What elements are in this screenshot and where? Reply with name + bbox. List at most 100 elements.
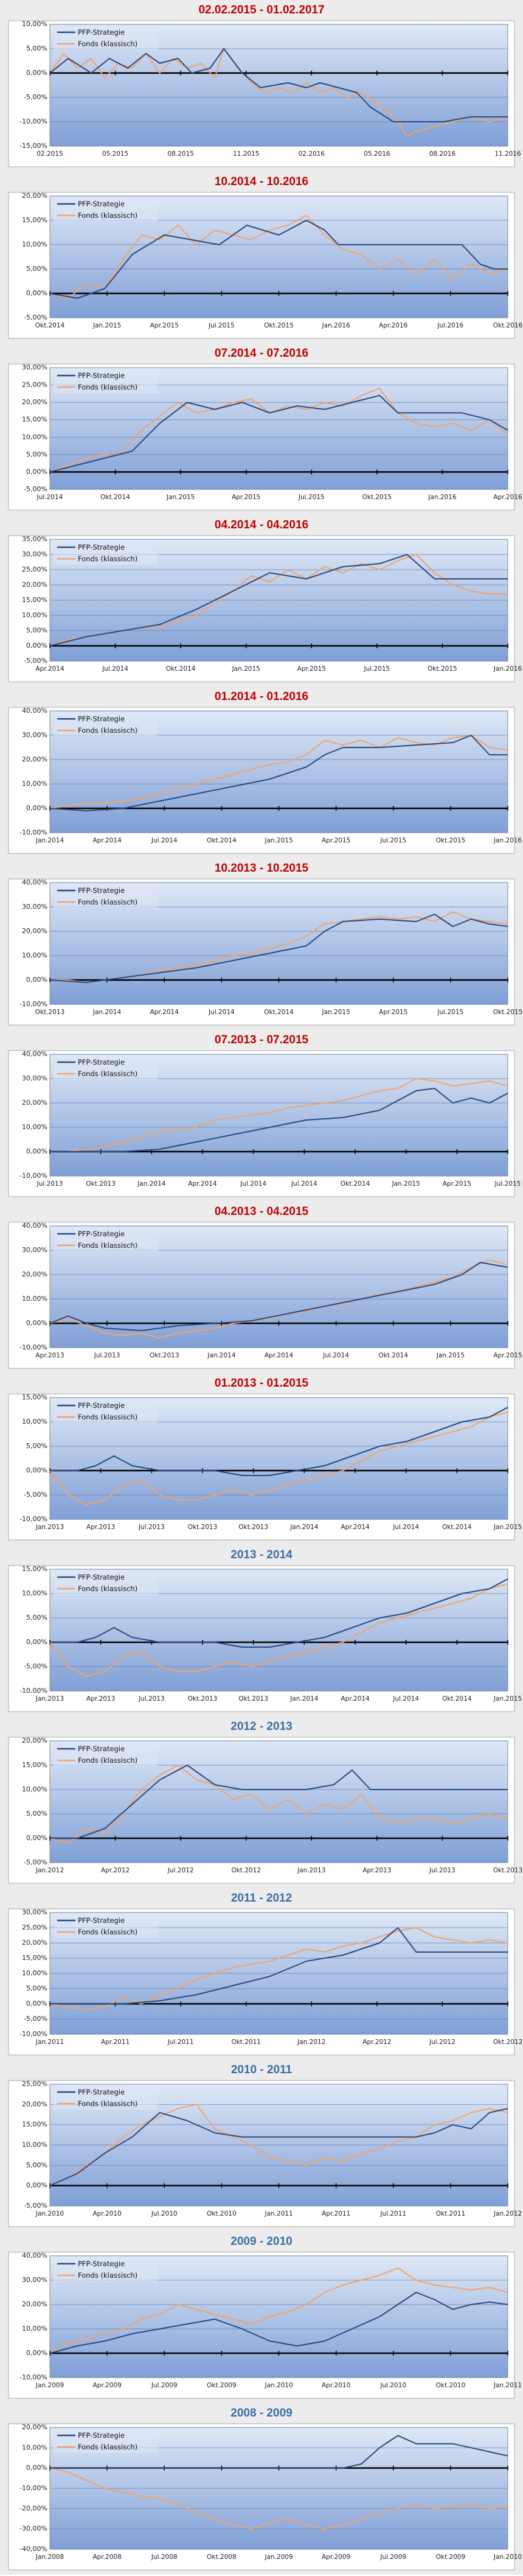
y-tick-label: 20,00% [22,927,47,935]
series-line-strategy [49,735,508,811]
y-tick-label: 35,00% [22,535,47,543]
x-tick-label: Jan.2011 [264,2210,293,2217]
x-tick-label: Okt.2015 [493,1009,523,1016]
y-tick-label: -5,00% [24,93,47,101]
y-tick-label: 0,00% [26,976,47,984]
legend: PFP-Strategie Fonds (klassisch) [54,2258,158,2281]
x-tick-label: Okt.2014 [264,1009,294,1016]
x-tick-label: Jul.2012 [429,2039,455,2046]
x-tick-label: Jul.2014 [208,1009,235,1016]
chart-title: 07.2014 - 07.2016 [214,347,309,360]
line-chart: 40,00%30,00%20,00%10,00%0,00%-10,00%Jul.… [8,1050,521,1197]
x-tick-label: Jul.2011 [379,2210,406,2217]
y-tick-label: 15,00% [22,216,47,224]
x-tick-label: Okt.2011 [436,2210,466,2217]
series-line-strategy [49,48,508,122]
chart-panel: 01.2013 - 01.2015 15,00% 10,00% 5,00% 0,00% -… [0,1373,523,1545]
x-tick-label: Jul.2016 [437,322,464,329]
series-line-fund [49,48,508,137]
y-tick-label: 20,00% [22,192,47,200]
y-tick-label: 10,00% [22,1969,47,1977]
chart-panel: 04.2014 - 04.2016 35,00% 30,00% 25,00% 20,00… [0,515,523,687]
chart-title: 2011 - 2012 [230,1892,293,1905]
x-tick-label: Jan.2009 [35,2382,64,2389]
y-tick-label: 5,00% [26,1442,47,1450]
chart-title: 2013 - 2014 [230,1549,293,1561]
chart-panel: 2013 - 2014 15,00% 10,00% 5,00% 0,00% -5,00% -… [0,1545,523,1717]
x-tick-label: Jan.2014 [92,1009,122,1016]
legend: PFP-Strategie Fonds (klassisch) [54,885,158,908]
y-tick-label: 0,00% [26,804,47,812]
x-tick-label: Apr.2015 [297,665,326,673]
y-tick-label: 10,00% [22,2443,47,2451]
x-tick-label: Apr.2015 [322,837,350,844]
legend: PFP-Strategie Fonds (klassisch) [54,1057,158,1080]
x-tick-label: Jan.2016 [493,837,522,844]
x-tick-label: Okt.2015 [264,322,294,329]
x-tick-label: Okt.2014 [166,665,196,673]
x-tick-label: Jan.2011 [493,2382,522,2389]
y-tick-label: 15,00% [22,2121,47,2129]
legend-label-strategy: PFP-Strategie [78,2259,125,2268]
x-tick-label: Apr.2013 [86,1524,115,1531]
x-tick-label: Jan.2011 [35,2039,64,2046]
line-chart: 40,00%30,00%20,00%10,00%0,00%-10,00%Jan.… [8,707,522,854]
x-tick-label: Apr.2008 [92,2553,121,2561]
y-tick-label: 10,00% [22,20,47,28]
x-tick-label: Jul.2015 [379,837,406,844]
chart-panel: 04.2013 - 04.2015 40,00% 30,00% 20,00% 10,00… [0,1202,523,1373]
y-tick-label: 30,00% [22,1908,47,1916]
y-tick-label: -5,00% [24,2202,47,2210]
legend-label-fund: Fonds (klassisch) [78,1241,137,1250]
legend-label-strategy: PFP-Strategie [78,715,125,723]
y-tick-label: 10,00% [22,1123,47,1131]
x-tick-label: Jul.2013 [94,1352,120,1359]
legend-label-strategy: PFP-Strategie [78,1401,125,1410]
y-tick-label: 0,00% [26,289,47,297]
y-tick-label: 30,00% [22,363,47,371]
series-line-fund [49,2104,508,2186]
x-tick-label: Jul.2014 [151,837,178,844]
x-tick-label: Okt.2015 [362,494,392,501]
x-tick-label: Jul.2011 [167,2039,194,2046]
y-tick-label: -10,00% [19,1000,47,1008]
x-tick-label: Okt.2013 [238,1695,268,1703]
legend: PFP-Strategie Fonds (klassisch) [54,198,158,222]
y-tick-label: -5,00% [24,1662,47,1670]
x-tick-label: Jul.2010 [151,2210,178,2217]
y-tick-label: 20,00% [22,581,47,589]
x-tick-label: Okt.2009 [436,2553,466,2561]
x-tick-label: 02.2015 [36,150,63,158]
line-chart: 40,00%30,00%20,00%10,00%0,00%-10,00%Jan.… [8,2252,522,2399]
x-tick-label: Apr.2011 [101,2039,130,2046]
x-tick-label: Jan.2015 [322,1009,350,1016]
y-tick-label: 5,00% [26,450,47,458]
y-tick-label: 0,00% [26,1319,47,1327]
x-tick-label: Jan.2015 [392,1180,420,1188]
y-tick-label: -10,00% [19,1172,47,1180]
x-tick-label: Jan.2012 [297,2039,325,2046]
y-tick-label: 10,00% [22,2325,47,2333]
chart-panel: 2011 - 2012 30,00% 25,00% 20,00% 15,00% 10,00… [0,1888,523,2060]
y-tick-label: -5,00% [24,657,47,665]
legend: PFP-Strategie Fonds (klassisch) [54,1228,158,1251]
line-chart: 20,00%15,00%10,00%5,00%0,00%-5,00%Jan.20… [8,1737,522,1884]
x-tick-label: Apr.2016 [493,494,522,501]
y-tick-label: 20,00% [22,2423,47,2431]
series-line-fund [49,1412,508,1505]
x-tick-label: Jan.2014 [207,1352,236,1359]
series-line-strategy [50,1407,508,1476]
x-tick-label: Okt.2015 [436,837,466,844]
chart-title: 10.2013 - 10.2015 [214,862,309,875]
y-tick-label: 15,00% [22,416,47,424]
legend: PFP-Strategie Fonds (klassisch) [54,370,158,393]
chart-title: 2012 - 2013 [230,1720,293,1733]
line-chart: 15,00%10,00%5,00%0,00%-5,00%-10,00%Jan.2… [8,1393,522,1541]
x-tick-label: Jul.2009 [151,2382,178,2389]
series-line-strategy [49,220,508,299]
y-tick-label: -10,00% [19,1687,47,1695]
y-tick-label: -30,00% [19,2525,47,2533]
x-tick-label: Jan.2015 [436,1352,465,1359]
x-tick-label: Apr.2012 [362,2039,391,2046]
x-tick-label: Jan.2015 [92,322,121,329]
